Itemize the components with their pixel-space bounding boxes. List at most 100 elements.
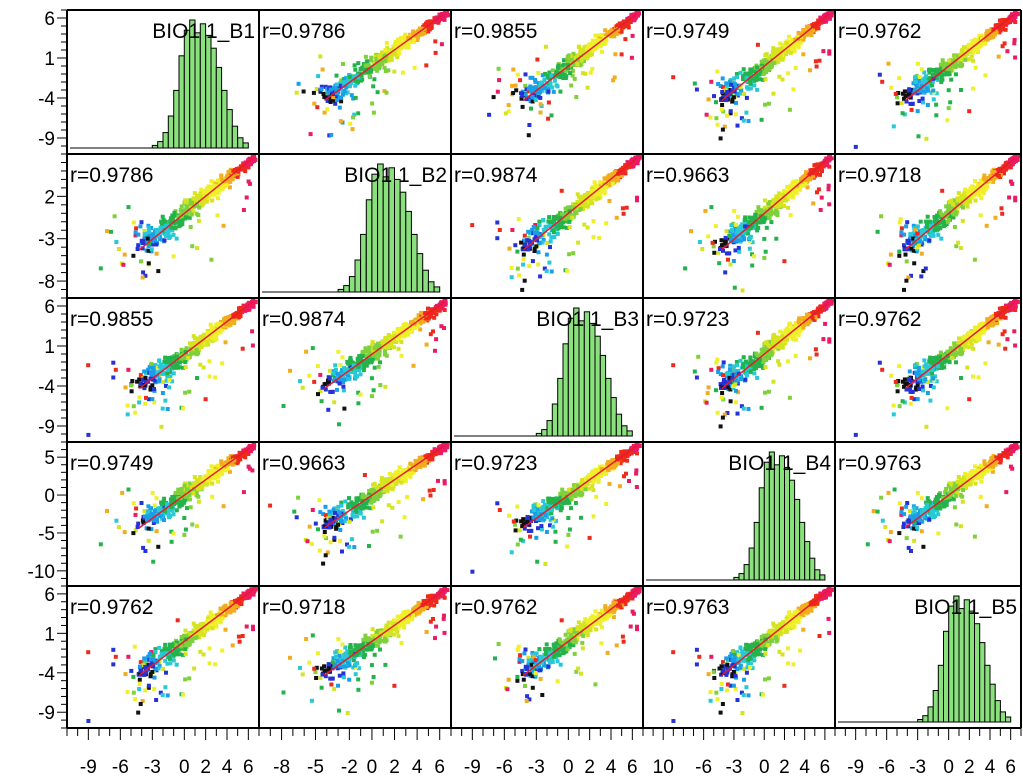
data-point [559,212,564,217]
data-point [526,86,531,91]
data-point [635,198,639,203]
data-point [341,62,345,66]
data-point [761,77,765,82]
data-point [774,194,779,199]
data-point [611,78,616,83]
data-point [555,84,560,89]
data-point [151,234,156,239]
data-point [187,198,192,203]
data-point [251,300,256,305]
data-point [983,41,988,46]
data-point [149,361,154,366]
data-point [396,346,401,351]
data-point [906,241,911,245]
data-point [157,364,162,369]
data-point [889,85,894,90]
regression-line [523,13,638,101]
data-point [559,221,564,226]
data-point [395,55,400,60]
data-point [962,45,966,50]
data-point [369,376,374,381]
data-point [918,240,923,245]
data-point [536,70,541,75]
data-point [211,188,216,193]
data-point [326,90,331,95]
data-point [175,354,180,359]
data-point [112,214,117,219]
data-point [719,238,724,243]
data-point [521,257,526,262]
data-point [759,59,764,64]
data-point [590,201,595,206]
data-point [602,184,607,189]
data-point [911,242,916,247]
data-point [146,367,151,372]
histogram-bar [382,176,390,293]
data-point [606,174,611,179]
data-point [796,42,801,47]
data-point [629,55,634,60]
data-point [358,78,363,83]
data-point [913,75,917,80]
data-point [185,210,190,215]
data-point [966,46,971,51]
data-point [738,70,743,75]
data-point [184,204,189,209]
data-point [713,224,718,229]
correlation-label: r=0.9749 [646,20,730,43]
data-point [551,230,556,234]
data-point [803,181,808,186]
data-point [741,67,746,72]
data-point [748,79,753,84]
data-point [513,243,518,248]
data-point [541,218,546,222]
data-point [351,96,356,101]
data-point [529,240,534,245]
data-point [523,83,528,88]
data-point [790,38,795,43]
data-point [582,45,587,50]
data-point [156,234,160,239]
data-point [959,55,964,60]
data-point [520,104,525,109]
data-point [227,169,232,174]
data-point [939,80,944,85]
data-point [620,165,625,170]
data-point [748,86,753,91]
data-point [334,82,339,87]
data-point [206,332,211,337]
data-point [723,239,727,244]
data-point [147,241,152,246]
panels: BIO1 1_B1 r=0.9786 r=0.9855 r=0.9749 r=0.976… [70,9,1020,723]
data-point [186,356,191,360]
data-point [351,115,355,120]
data-point [179,357,184,362]
data-point [552,235,557,239]
data-point [427,25,431,30]
data-point [142,235,147,240]
data-point [596,33,601,38]
data-point [979,186,983,191]
data-point [748,67,753,72]
data-point [756,205,761,210]
data-point [951,198,956,203]
data-point [548,81,553,86]
data-point [356,390,361,395]
data-point [747,215,752,220]
correlation-label: r=0.9855 [70,308,154,331]
histogram-bar [162,132,169,149]
data-point [235,174,240,179]
data-point [813,59,818,64]
data-point [746,71,751,76]
data-point [927,219,932,224]
data-point [191,341,196,345]
data-point [787,107,792,112]
histogram-bar [157,141,164,149]
data-point [780,77,785,82]
data-point [938,220,943,225]
data-point [614,215,619,220]
data-point [147,365,152,369]
data-point [774,236,779,241]
data-point [535,230,540,235]
data-point [720,76,725,81]
